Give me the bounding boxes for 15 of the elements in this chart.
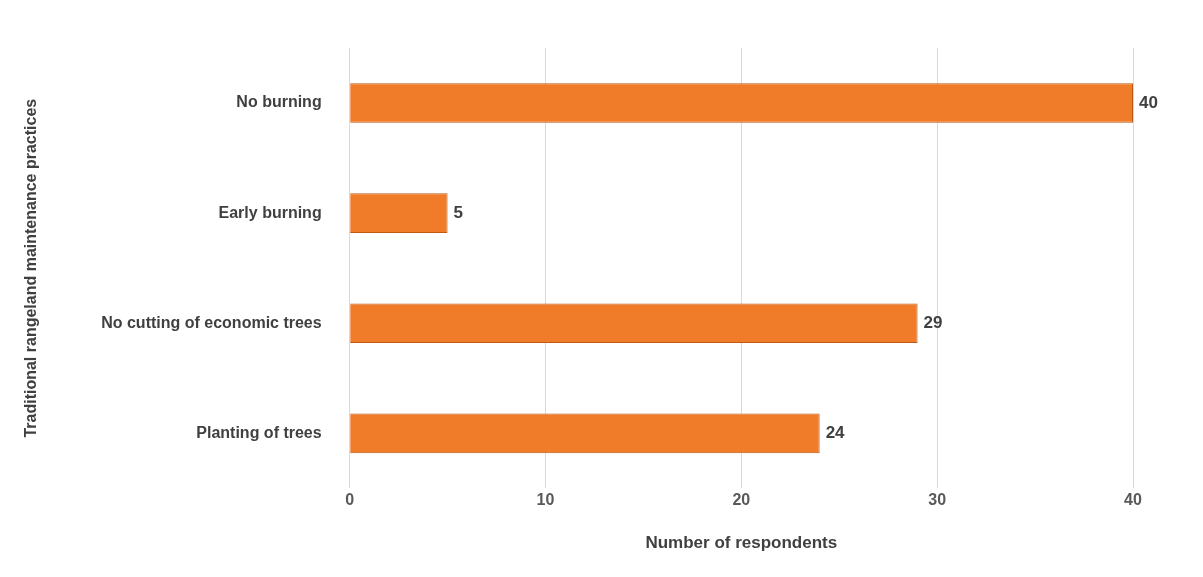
- x-tick-label: 10: [536, 491, 555, 509]
- x-axis-title: Number of respondents: [645, 533, 838, 553]
- y-tick-label: Planting of trees: [196, 423, 322, 441]
- data-label: 24: [825, 423, 846, 443]
- x-tick-label: 0: [345, 491, 355, 509]
- x-tick-label: 40: [1124, 491, 1142, 509]
- y-axis-title: Traditional rangeland maintenance practices: [22, 98, 40, 438]
- y-tick-label: No cutting of economic trees: [101, 313, 322, 331]
- data-label: 40: [1139, 92, 1158, 112]
- data-label: 29: [923, 312, 943, 332]
- y-tick-label: No burning: [236, 93, 322, 111]
- x-tick-label: 30: [928, 491, 947, 509]
- x-tick-label: 20: [732, 491, 751, 509]
- y-tick-label: Early burning: [218, 203, 322, 221]
- data-label: 5: [453, 202, 464, 222]
